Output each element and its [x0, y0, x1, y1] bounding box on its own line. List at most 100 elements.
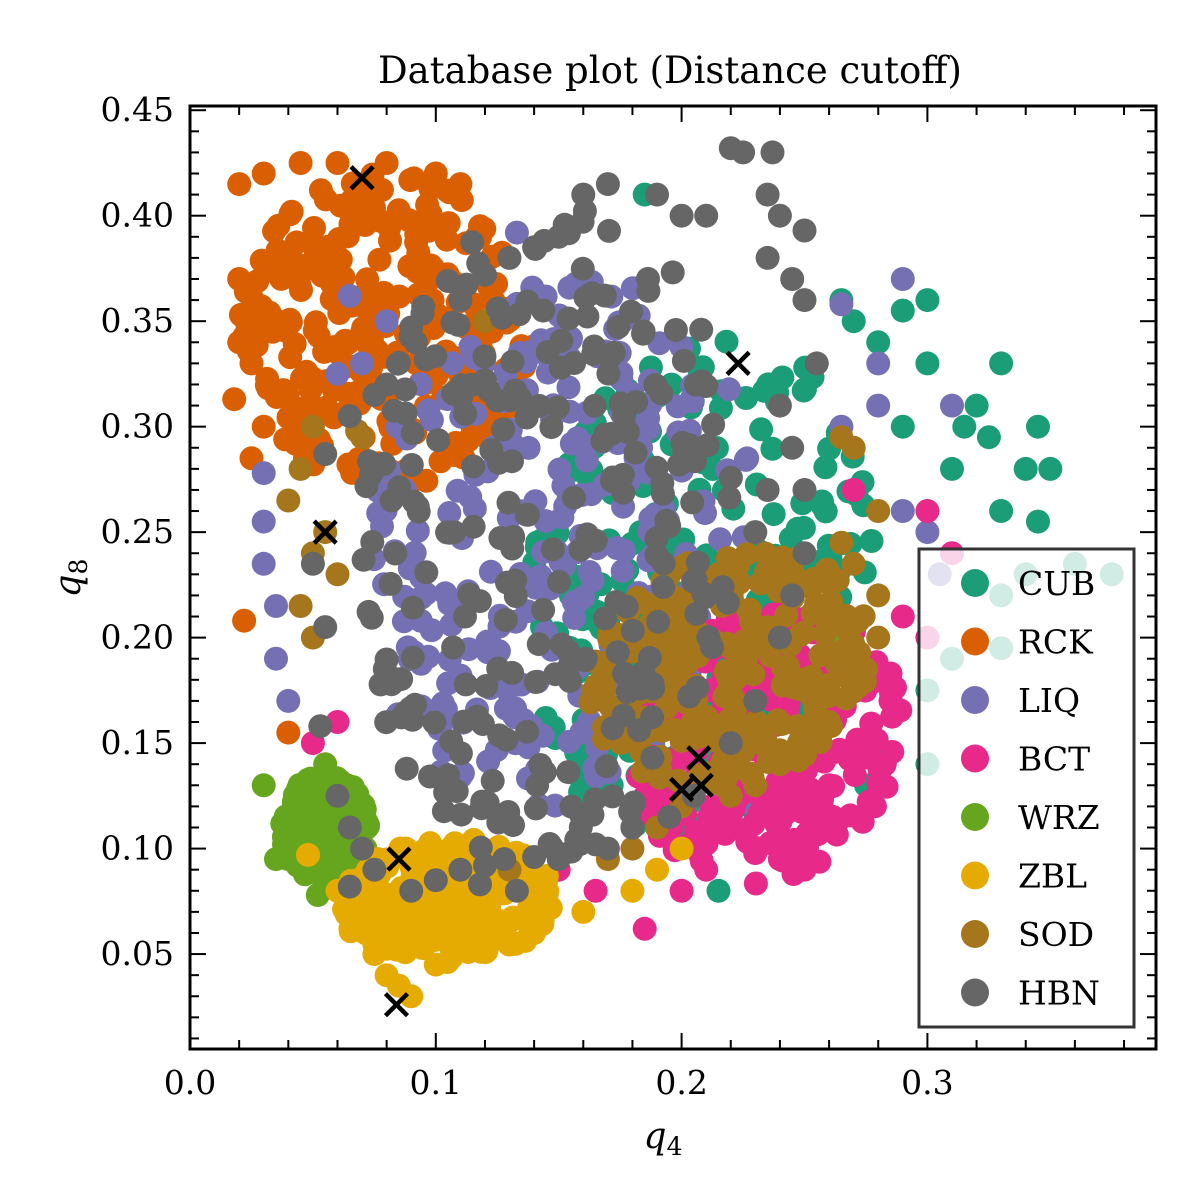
point-hbn [684, 601, 709, 626]
point-sod [735, 659, 760, 684]
x-axis-ticks: 0.0 0.1 0.2 0.3 [164, 106, 1126, 1102]
point-rck [404, 222, 429, 247]
legend-swatch [961, 569, 989, 597]
point-bct [669, 878, 694, 903]
point-bct [878, 688, 903, 713]
point-sod [767, 752, 792, 777]
point-hbn [393, 377, 418, 402]
point-sod [669, 728, 694, 753]
point-bct [792, 773, 817, 798]
x-marker [383, 992, 410, 1018]
point-hbn [400, 645, 425, 670]
legend-swatch [961, 744, 989, 773]
point-rck [275, 383, 300, 408]
point-hbn [600, 784, 625, 809]
x-tick-label: 0.3 [901, 1063, 953, 1102]
point-hbn [606, 314, 631, 339]
point-hbn [453, 604, 477, 629]
point-sod [774, 603, 799, 628]
point-cub [813, 455, 838, 480]
point-hbn [755, 245, 780, 270]
point-hbn [393, 401, 418, 426]
point-zbl [393, 836, 418, 861]
point-hbn [379, 672, 404, 697]
legend-swatch [961, 803, 989, 831]
point-rck [239, 351, 264, 376]
point-cub [940, 456, 964, 481]
point-hbn [579, 281, 604, 306]
point-bct [743, 836, 768, 861]
point-hbn [685, 550, 710, 575]
point-zbl [399, 984, 424, 1009]
point-hbn [493, 608, 518, 632]
point-sod [288, 456, 313, 481]
point-liq [405, 518, 430, 543]
y-axis-label-subscript: 8 [64, 559, 93, 575]
point-hbn [677, 433, 702, 458]
point-hbn [399, 878, 424, 903]
point-hbn [767, 203, 792, 228]
point-rck [227, 267, 252, 291]
point-rck [397, 254, 422, 279]
point-sod [743, 773, 768, 798]
point-liq [264, 594, 288, 618]
point-hbn [575, 304, 600, 329]
point-rck [235, 311, 260, 336]
point-sod [734, 542, 759, 567]
point-hbn [400, 421, 425, 446]
point-hbn [522, 845, 547, 869]
point-hbn [500, 536, 525, 561]
point-liq [516, 435, 541, 460]
point-zbl [669, 836, 694, 861]
point-rck [249, 248, 274, 273]
point-hbn [460, 230, 485, 255]
data-points [222, 136, 1124, 1009]
point-sod [854, 657, 878, 682]
point-zbl [477, 895, 502, 920]
x-tick-label: 0.0 [164, 1063, 216, 1102]
point-hbn [593, 422, 618, 447]
point-hbn [479, 438, 504, 462]
point-liq [402, 540, 427, 565]
point-cub [1026, 509, 1050, 534]
point-bct [720, 813, 745, 838]
point-liq [350, 351, 375, 376]
y-tick-label: 0.30 [101, 407, 174, 446]
point-rck [279, 199, 304, 224]
point-hbn [559, 794, 584, 819]
point-hbn [710, 575, 735, 600]
legend-item-wrz: WRZ [961, 798, 1100, 837]
point-hbn [549, 632, 574, 657]
point-hbn [526, 632, 551, 657]
point-cub [915, 288, 940, 313]
point-hbn [694, 203, 719, 228]
point-cub [866, 330, 891, 355]
point-hbn [503, 378, 528, 403]
point-liq [940, 393, 964, 418]
point-rck [273, 427, 298, 452]
point-hbn [540, 537, 565, 562]
point-rck [335, 381, 360, 406]
point-hbn [780, 267, 805, 291]
point-bct [915, 499, 940, 523]
point-hbn [308, 714, 333, 739]
point-hbn [696, 625, 721, 650]
point-hbn [663, 318, 688, 342]
point-hbn [562, 351, 587, 376]
point-rck [303, 235, 328, 260]
point-rck [357, 178, 382, 203]
point-hbn [568, 815, 593, 840]
point-rck [288, 151, 313, 175]
point-rck [302, 318, 327, 343]
point-rck [269, 266, 294, 291]
point-hbn [313, 615, 338, 640]
point-wrz [251, 773, 276, 798]
point-hbn [671, 348, 696, 373]
point-cub [1026, 414, 1050, 439]
point-hbn [594, 754, 619, 779]
point-hbn [620, 618, 645, 643]
point-hbn [631, 319, 656, 344]
point-hbn [767, 625, 792, 650]
point-liq [458, 485, 483, 510]
point-cub [760, 436, 785, 461]
